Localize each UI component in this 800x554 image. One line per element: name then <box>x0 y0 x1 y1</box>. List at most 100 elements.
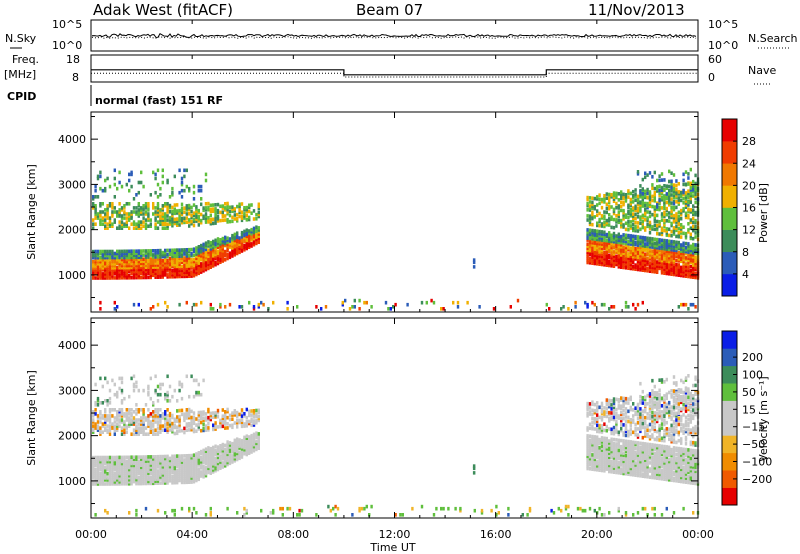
data-cell <box>608 445 611 449</box>
data-cell <box>639 259 642 264</box>
data-cell <box>106 257 109 262</box>
data-cell <box>185 216 188 220</box>
data-cell <box>588 412 592 416</box>
data-cell <box>192 463 196 468</box>
data-cell <box>620 236 623 241</box>
data-cell <box>125 455 128 460</box>
data-cell <box>125 276 128 280</box>
data-cell <box>195 246 198 250</box>
data-cell <box>603 220 606 225</box>
data-cell <box>615 256 618 261</box>
data-cell <box>140 473 143 478</box>
data-cell <box>224 451 227 456</box>
data-cell <box>660 195 664 200</box>
data-cell <box>183 272 186 277</box>
data-cell <box>665 267 668 272</box>
data-cell <box>140 220 143 224</box>
data-cell <box>188 415 191 420</box>
data-cell <box>243 208 246 212</box>
data-cell <box>156 426 160 430</box>
data-cell <box>687 264 690 269</box>
data-cell <box>632 452 635 457</box>
data-cell <box>128 276 131 280</box>
data-cell <box>684 266 688 270</box>
data-cell <box>118 220 121 224</box>
data-cell <box>108 270 112 274</box>
data-cell <box>123 212 126 216</box>
data-cell <box>128 178 131 183</box>
data-cell <box>610 453 613 458</box>
data-cell <box>224 208 227 212</box>
data-cell <box>598 423 601 428</box>
data-cell <box>142 212 145 216</box>
data-cell <box>192 259 196 264</box>
data-cell <box>591 465 594 469</box>
data-cell <box>622 445 625 449</box>
data-cell <box>680 249 683 253</box>
data-cell <box>653 170 656 175</box>
data-cell <box>120 482 124 486</box>
data-cell <box>598 244 601 248</box>
data-cell <box>192 473 196 478</box>
data-cell <box>252 421 256 425</box>
data-cell <box>598 197 601 201</box>
nsearch-label: N.Search <box>748 32 798 45</box>
data-cell <box>653 245 656 250</box>
data-cell <box>190 219 193 224</box>
data-cell <box>207 244 210 248</box>
data-cell <box>658 258 661 263</box>
noise-tick-high-right: 10^5 <box>708 18 738 31</box>
data-cell <box>111 469 114 474</box>
data-cell <box>682 270 685 274</box>
data-cell <box>660 212 664 216</box>
data-cell <box>185 254 188 258</box>
data-cell <box>608 255 611 260</box>
data-cell <box>598 217 601 222</box>
data-cell <box>600 418 604 422</box>
data-cell <box>610 205 613 209</box>
data-cell <box>156 182 160 187</box>
data-cell <box>106 428 109 432</box>
data-cell <box>632 469 635 473</box>
data-cell <box>180 208 184 213</box>
data-cell <box>629 236 632 240</box>
data-cell <box>689 246 692 251</box>
data-cell <box>641 195 644 199</box>
data-cell <box>665 257 668 262</box>
data-cell <box>248 441 251 445</box>
data-cell <box>106 255 109 260</box>
data-cell <box>600 452 604 456</box>
data-cell <box>692 259 695 263</box>
data-cell <box>620 238 623 243</box>
data-cell <box>687 246 690 250</box>
data-cell <box>624 407 628 411</box>
data-cell <box>123 204 126 208</box>
data-cell <box>656 189 659 193</box>
data-cell <box>219 454 222 458</box>
data-cell <box>212 243 215 248</box>
data-cell <box>128 172 131 177</box>
data-cell <box>183 206 186 210</box>
data-cell <box>615 462 618 467</box>
data-cell <box>660 269 664 273</box>
data-cell <box>135 193 138 197</box>
data-cell <box>603 210 606 214</box>
data-cell <box>159 471 162 475</box>
data-cell <box>116 471 119 476</box>
data-cell <box>641 254 644 258</box>
data-cell <box>615 415 618 420</box>
data-cell <box>639 237 642 242</box>
data-cell <box>116 424 119 428</box>
data-cell <box>142 273 145 278</box>
data-cell <box>620 194 623 198</box>
data-cell <box>591 445 594 449</box>
data-cell <box>689 254 692 259</box>
data-cell <box>195 390 198 395</box>
data-cell <box>171 427 174 432</box>
data-cell <box>99 249 102 254</box>
data-cell <box>142 459 145 463</box>
data-cell <box>226 201 229 206</box>
data-cell <box>101 414 104 418</box>
data-cell <box>598 425 601 430</box>
data-cell <box>692 210 695 215</box>
